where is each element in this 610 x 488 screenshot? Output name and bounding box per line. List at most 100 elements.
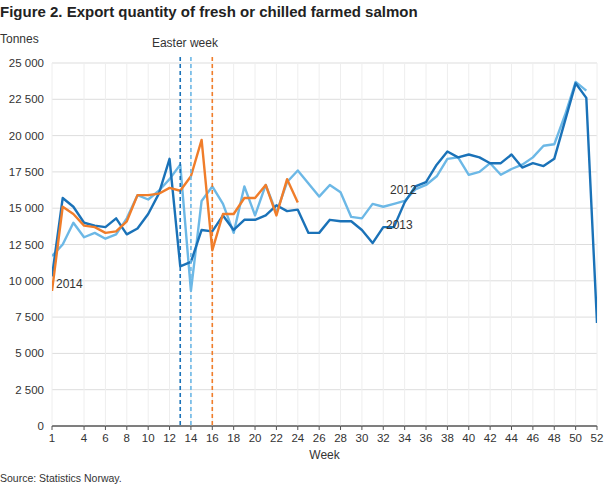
y-grid-line (52, 244, 597, 245)
x-grid-line (468, 63, 469, 426)
x-tick-label: 1 (49, 432, 55, 444)
y-grid-line (52, 171, 597, 172)
series-line (52, 140, 298, 291)
x-tick-label: 40 (462, 432, 475, 444)
y-tick-label: 2 500 (15, 384, 44, 396)
x-tick (297, 426, 298, 430)
plot-area (52, 82, 597, 323)
x-tick (426, 426, 427, 430)
y-grid-line (52, 389, 597, 390)
series-label: 2014 (56, 277, 83, 291)
x-tick (468, 426, 469, 430)
x-tick-label: 32 (377, 432, 390, 444)
x-grid-line (148, 63, 149, 426)
source: Source: Statistics Norway. (0, 472, 122, 484)
series-label: 2013 (386, 218, 413, 232)
x-tick (404, 426, 405, 430)
x-tick (212, 426, 213, 430)
title: Figure 2. Export quantity of fresh or ch… (0, 3, 418, 20)
y-grid-line (52, 317, 597, 318)
y-tick-label: 25 000 (9, 57, 44, 69)
x-tick-label: 48 (548, 432, 561, 444)
x-tick-label: 20 (249, 432, 262, 444)
series-line (52, 83, 597, 323)
x-tick-label: 30 (356, 432, 369, 444)
x-tick-label: 46 (526, 432, 539, 444)
x-grid-line (233, 63, 234, 426)
x-tick (532, 426, 533, 430)
x-grid-line (597, 63, 598, 426)
x-tick-label: 18 (227, 432, 240, 444)
x-tick (169, 426, 170, 430)
x-grid-line (383, 63, 384, 426)
annotation: Easter week (152, 36, 219, 50)
series-label: 2012 (390, 183, 417, 197)
x-grid-line (190, 63, 191, 426)
x-grid-line (340, 63, 341, 426)
x-grid-line (126, 63, 127, 426)
y-grid-line (52, 353, 597, 354)
easter-line (190, 57, 192, 426)
x-tick-label: 42 (484, 432, 497, 444)
x-grid-line (52, 63, 53, 426)
x-axis-label: Week (309, 448, 340, 462)
y-grid-line (52, 280, 597, 281)
chart: Figure 2. Export quantity of fresh or ch… (0, 0, 610, 488)
x-grid-line (532, 63, 533, 426)
y-grid-line (52, 99, 597, 100)
y-grid-line (52, 208, 597, 209)
y-tick-label: 0 (38, 420, 44, 432)
x-tick-label: 44 (505, 432, 518, 444)
easter-line (211, 57, 213, 426)
y-tick-label: 12 500 (9, 239, 44, 251)
x-tick (148, 426, 149, 430)
x-tick-label: 36 (420, 432, 433, 444)
x-grid-line (297, 63, 298, 426)
x-tick (84, 426, 85, 430)
x-grid-line (447, 63, 448, 426)
y-axis-label: Tonnes (0, 32, 39, 46)
x-tick (554, 426, 555, 430)
x-grid-line (554, 63, 555, 426)
y-grid-line (52, 426, 597, 427)
x-tick (105, 426, 106, 430)
x-tick (190, 426, 191, 430)
x-grid-line (255, 63, 256, 426)
x-grid-line (404, 63, 405, 426)
x-tick-label: 4 (81, 432, 88, 444)
x-tick (361, 426, 362, 430)
x-tick-label: 10 (142, 432, 155, 444)
x-tick-label: 34 (398, 432, 411, 444)
x-grid-line (426, 63, 427, 426)
x-tick-label: 50 (569, 432, 582, 444)
x-tick-label: 38 (441, 432, 454, 444)
x-tick (597, 426, 598, 430)
easter-line (179, 57, 181, 426)
x-tick (126, 426, 127, 430)
x-tick (233, 426, 234, 430)
x-tick (490, 426, 491, 430)
x-tick-label: 22 (270, 432, 283, 444)
y-tick-label: 22 500 (9, 93, 44, 105)
y-tick-label: 10 000 (9, 275, 44, 287)
x-grid-line (169, 63, 170, 426)
x-grid-line (361, 63, 362, 426)
x-grid-line (276, 63, 277, 426)
y-tick-label: 5 000 (15, 347, 44, 359)
x-tick-label: 16 (206, 432, 219, 444)
x-grid-line (490, 63, 491, 426)
y-grid-line (52, 63, 597, 64)
x-tick-label: 24 (291, 432, 304, 444)
y-grid-line (52, 135, 597, 136)
x-tick (447, 426, 448, 430)
x-tick-label: 14 (185, 432, 198, 444)
x-tick-label: 26 (313, 432, 326, 444)
y-tick-label: 15 000 (9, 202, 44, 214)
x-tick-label: 28 (334, 432, 347, 444)
x-tick-label: 8 (124, 432, 130, 444)
x-grid-line (319, 63, 320, 426)
x-tick (383, 426, 384, 430)
x-tick (319, 426, 320, 430)
x-grid-line (511, 63, 512, 426)
series-line (52, 82, 586, 291)
